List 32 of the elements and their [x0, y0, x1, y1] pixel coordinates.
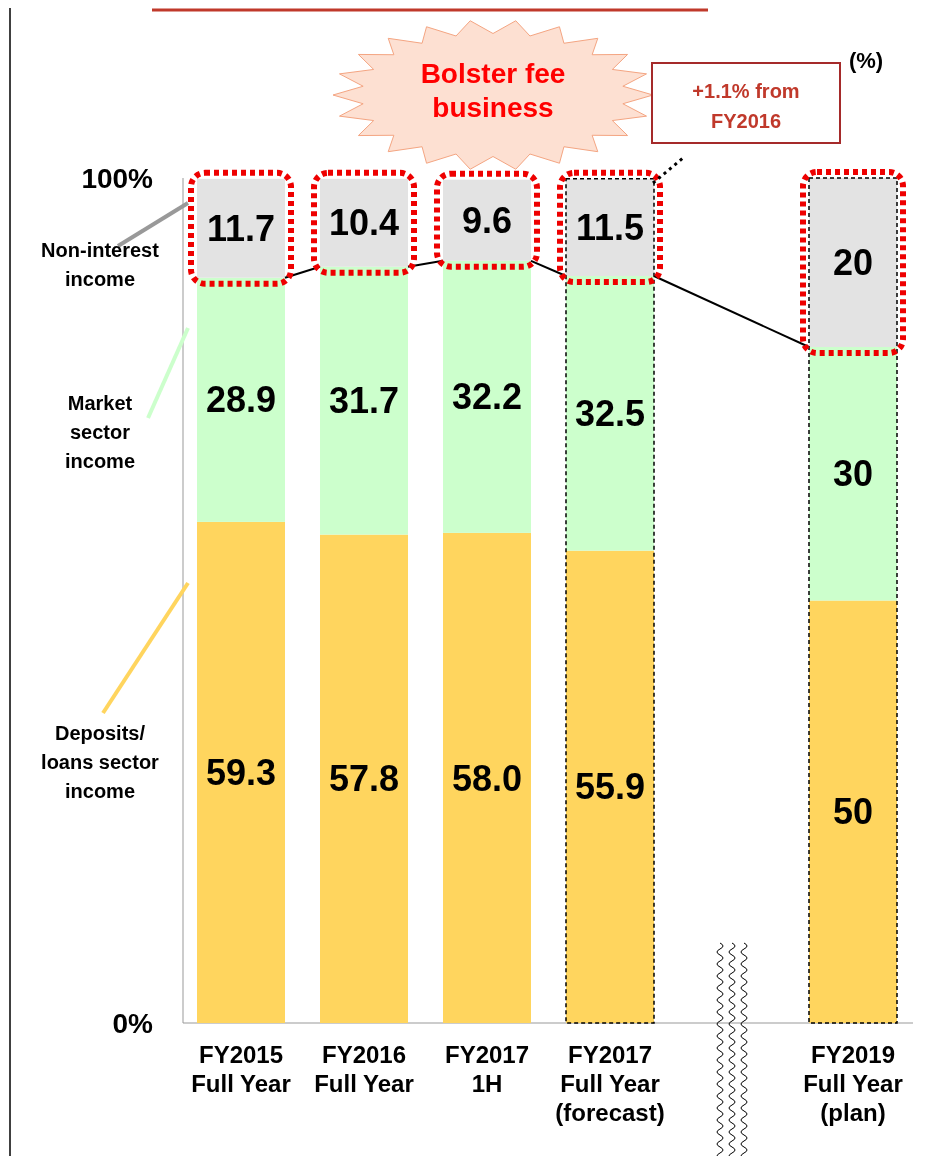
data-label: 11.5 — [575, 207, 645, 249]
data-label: 10.4 — [328, 202, 400, 244]
data-label: 58.0 — [451, 757, 523, 799]
series-label: Non-interest income — [41, 239, 160, 290]
series-label: Deposits/ loans sector income — [41, 722, 160, 802]
data-label: 30 — [832, 453, 874, 495]
data-label: 32.2 — [451, 376, 523, 418]
x-tick-label: FY2015 Full Year — [191, 1041, 291, 1097]
data-label: 50 — [832, 791, 874, 833]
data-label: 57.8 — [328, 758, 400, 800]
data-label: 32.5 — [574, 392, 646, 434]
text: Bolster fee business — [420, 58, 566, 123]
data-label: 59.3 — [205, 752, 277, 794]
y-tick-label: 100% — [81, 162, 154, 194]
x-tick-label: FY2016 Full Year — [314, 1041, 414, 1097]
text: +1.1% from FY2016 — [692, 80, 800, 132]
bar — [320, 534, 408, 1023]
data-label: 55.9 — [574, 766, 646, 808]
bar — [443, 532, 531, 1023]
data-label: 28.9 — [205, 379, 277, 421]
bar — [566, 550, 654, 1023]
bar — [197, 521, 285, 1023]
x-tick-label: FY2019 Full Year (plan) — [803, 1041, 903, 1126]
x-tick-label: FY2017 Full Year (forecast) — [555, 1041, 665, 1126]
data-label: 9.6 — [461, 199, 513, 241]
data-label: 31.7 — [328, 380, 400, 422]
data-label: 20 — [832, 242, 874, 284]
data-label: 11.7 — [206, 207, 276, 249]
x-tick-label: FY2017 1H — [444, 1041, 530, 1097]
text: Market sector income — [64, 392, 136, 472]
y-tick-label: 0% — [112, 1007, 154, 1039]
text: (%) — [848, 48, 884, 73]
